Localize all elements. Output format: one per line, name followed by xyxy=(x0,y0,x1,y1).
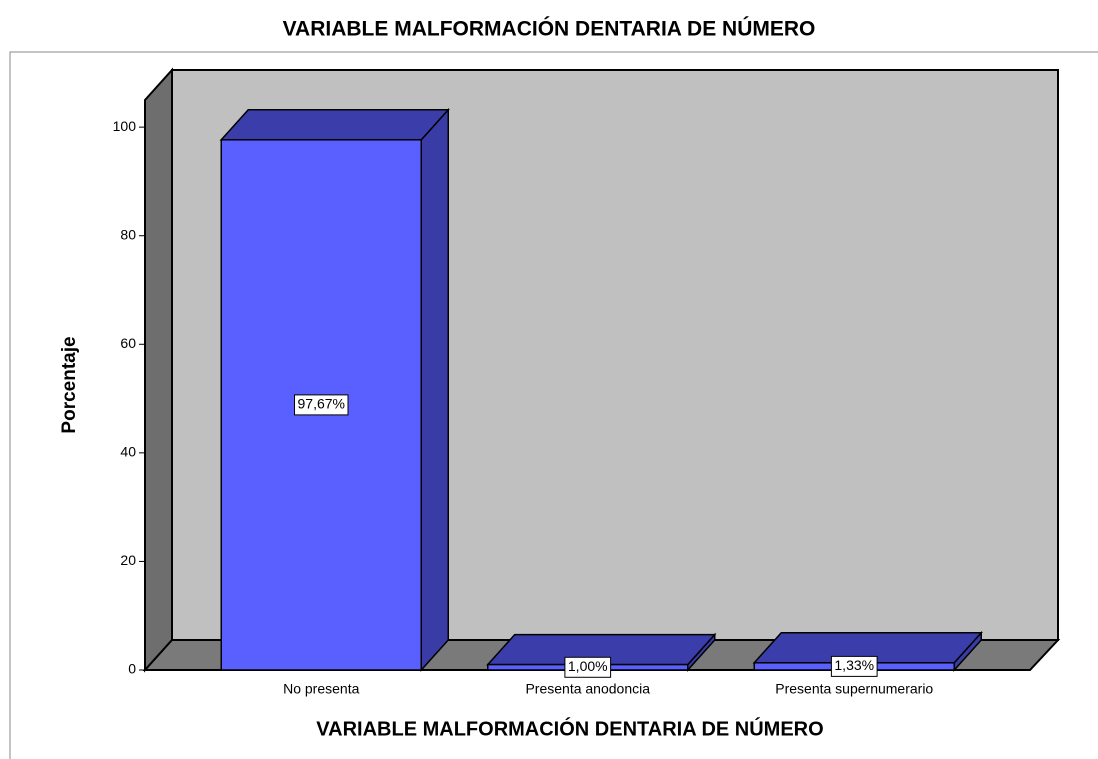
value-label-box xyxy=(564,656,612,678)
x-axis-title: VARIABLE MALFORMACIÓN DENTARIA DE NÚMERO xyxy=(316,716,823,740)
y-tick-label: 80 xyxy=(120,226,136,242)
value-label: 97,67% xyxy=(298,396,345,412)
bar-side xyxy=(420,107,449,672)
value-label: 1,33% xyxy=(834,657,874,673)
side-wall xyxy=(144,67,173,673)
x-tick-label: Presenta anodoncia xyxy=(525,681,650,697)
value-label-box xyxy=(294,394,349,416)
x-tick-label: No presenta xyxy=(283,681,359,697)
bar-top xyxy=(219,109,450,141)
y-tick-label: 100 xyxy=(113,118,137,134)
chart-title: VARIABLE MALFORMACIÓN DENTARIA DE NÚMERO xyxy=(283,17,816,41)
y-axis-title: Porcentaje xyxy=(59,336,80,433)
y-tick-label: 60 xyxy=(120,335,136,351)
y-tick-label: 0 xyxy=(128,661,136,677)
value-label: 1,00% xyxy=(568,658,608,674)
y-tick-label: 20 xyxy=(120,552,136,568)
value-label-box xyxy=(830,655,878,677)
x-tick-label: Presenta supernumerario xyxy=(775,681,933,697)
y-tick-label: 40 xyxy=(120,444,136,460)
